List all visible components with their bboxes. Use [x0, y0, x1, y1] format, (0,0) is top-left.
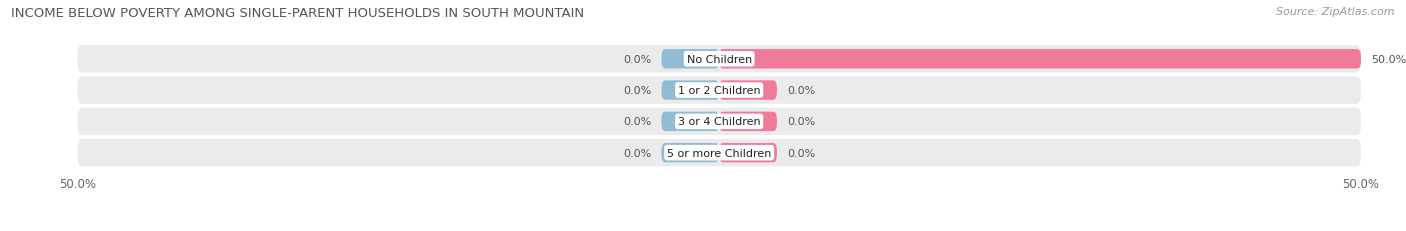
Text: 0.0%: 0.0%	[623, 55, 651, 64]
Text: Source: ZipAtlas.com: Source: ZipAtlas.com	[1277, 7, 1395, 17]
Text: 0.0%: 0.0%	[787, 148, 815, 158]
FancyBboxPatch shape	[77, 46, 1361, 73]
FancyBboxPatch shape	[720, 112, 778, 131]
FancyBboxPatch shape	[661, 112, 720, 131]
FancyBboxPatch shape	[661, 81, 720, 100]
Text: 0.0%: 0.0%	[623, 117, 651, 127]
FancyBboxPatch shape	[661, 50, 720, 69]
FancyBboxPatch shape	[77, 139, 1361, 167]
FancyBboxPatch shape	[720, 50, 1361, 69]
Text: 3 or 4 Children: 3 or 4 Children	[678, 117, 761, 127]
Text: 0.0%: 0.0%	[623, 86, 651, 96]
Text: 0.0%: 0.0%	[787, 117, 815, 127]
Text: 0.0%: 0.0%	[623, 148, 651, 158]
FancyBboxPatch shape	[720, 81, 778, 100]
Text: 1 or 2 Children: 1 or 2 Children	[678, 86, 761, 96]
FancyBboxPatch shape	[77, 77, 1361, 104]
FancyBboxPatch shape	[661, 143, 720, 163]
Text: 50.0%: 50.0%	[1371, 55, 1406, 64]
Text: No Children: No Children	[686, 55, 752, 64]
Text: INCOME BELOW POVERTY AMONG SINGLE-PARENT HOUSEHOLDS IN SOUTH MOUNTAIN: INCOME BELOW POVERTY AMONG SINGLE-PARENT…	[11, 7, 585, 20]
FancyBboxPatch shape	[720, 143, 778, 163]
Text: 0.0%: 0.0%	[787, 86, 815, 96]
Text: 5 or more Children: 5 or more Children	[666, 148, 772, 158]
FancyBboxPatch shape	[77, 108, 1361, 136]
